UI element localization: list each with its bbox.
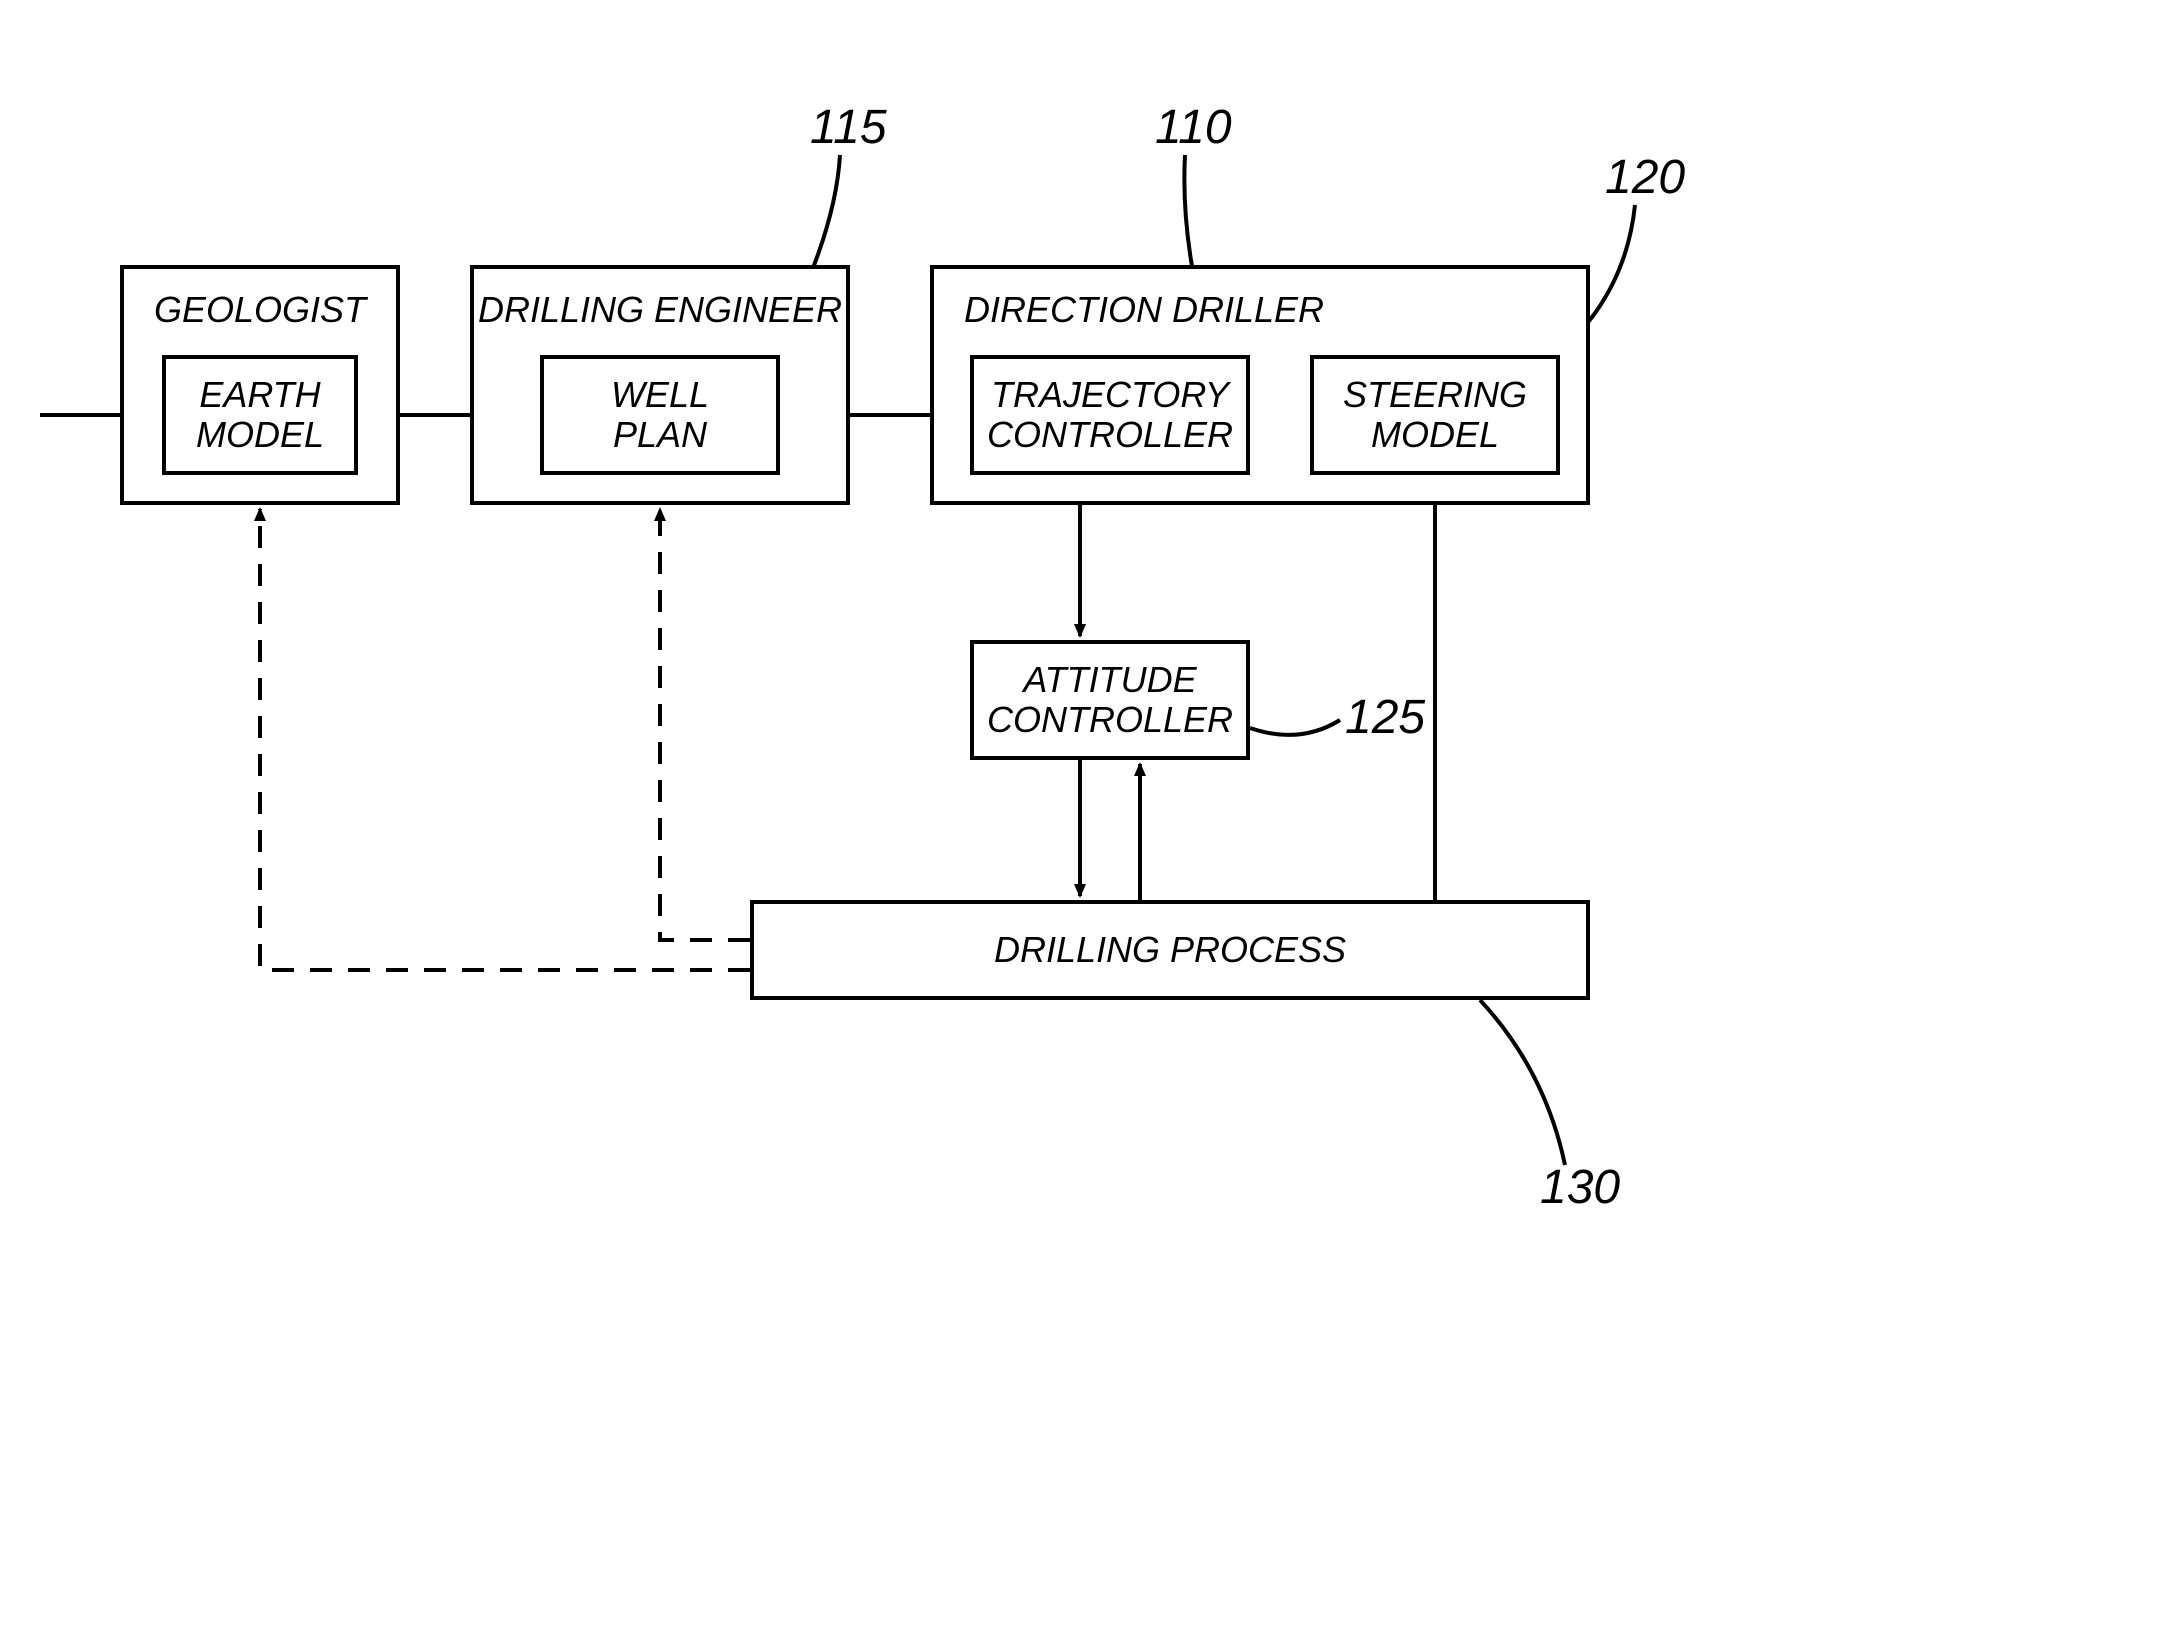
diagram-connectors <box>0 0 2162 1626</box>
ref-115: 115 <box>810 100 887 155</box>
steering-model-label: STEERINGMODEL <box>1343 375 1527 454</box>
ref-110: 110 <box>1155 100 1232 155</box>
attitude-controller-label: ATTITUDECONTROLLER <box>987 660 1233 739</box>
attitude-controller-box: ATTITUDECONTROLLER <box>970 640 1250 760</box>
ref-120: 120 <box>1605 150 1685 205</box>
drilling-process-box: DRILLING PROCESS <box>750 900 1590 1000</box>
arrow-drill-well-dash <box>660 509 750 940</box>
drilling-engineer-title: DRILLING ENGINEER <box>478 289 842 331</box>
earth-model-label: EARTHMODEL <box>196 375 324 454</box>
ref-130: 130 <box>1540 1160 1620 1215</box>
leader-125 <box>1250 720 1340 735</box>
arrow-drill-earth-dash <box>260 509 750 970</box>
geologist-title: GEOLOGIST <box>154 289 366 331</box>
leader-130 <box>1480 1000 1565 1165</box>
trajectory-controller-label: TRAJECTORYCONTROLLER <box>987 375 1233 454</box>
trajectory-controller-box: TRAJECTORYCONTROLLER <box>970 355 1250 475</box>
earth-model-box: EARTHMODEL <box>162 355 358 475</box>
drilling-process-label: DRILLING PROCESS <box>994 930 1346 970</box>
well-plan-box: WELLPLAN <box>540 355 780 475</box>
direction-driller-title: DIRECTION DRILLER <box>964 289 1324 331</box>
steering-model-box: STEERINGMODEL <box>1310 355 1560 475</box>
ref-125: 125 <box>1345 690 1425 745</box>
well-plan-label: WELLPLAN <box>611 375 709 454</box>
